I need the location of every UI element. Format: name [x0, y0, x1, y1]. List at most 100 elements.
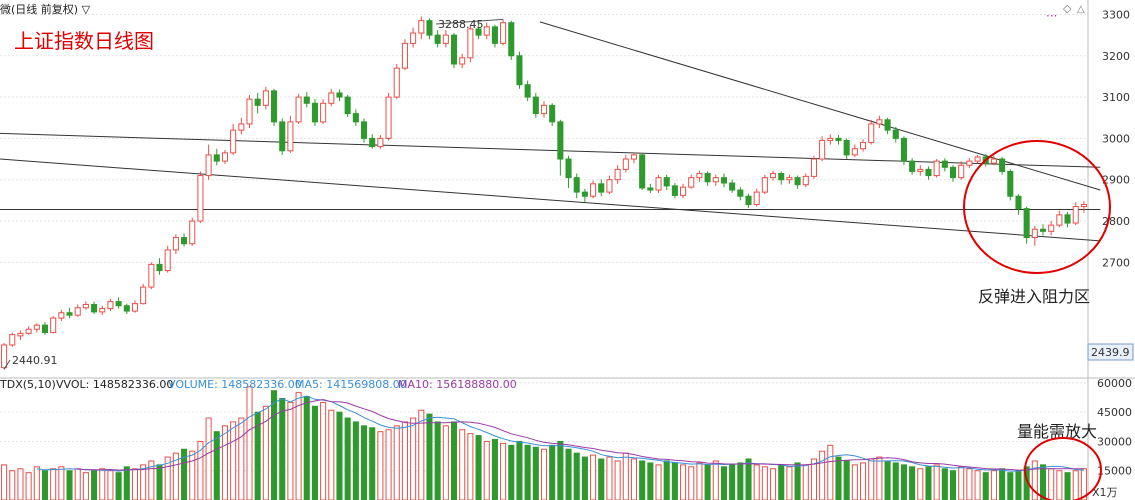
volume-bar-down — [524, 444, 531, 500]
volume-bar-down — [279, 397, 286, 500]
candle-up — [622, 158, 629, 170]
candle-up — [770, 173, 777, 179]
candle-down — [352, 113, 359, 123]
candle-down — [581, 191, 588, 197]
volume-bar-up — [819, 450, 826, 500]
candle-down — [704, 173, 711, 183]
candle-up — [590, 183, 597, 197]
candle-up — [1048, 224, 1055, 232]
volume-bar-up — [868, 458, 875, 500]
candle-up — [680, 186, 687, 196]
price-tick-label: 2700 — [1102, 256, 1130, 269]
ma5-line — [36, 395, 1084, 472]
volume-bar-up — [189, 450, 196, 500]
candle-down — [647, 187, 654, 191]
candle-up — [1031, 228, 1038, 239]
price-candles — [1, 16, 1087, 370]
volume-ma-lines — [36, 395, 1084, 472]
volume-bar-down — [720, 466, 728, 500]
volume-bar-down — [303, 396, 310, 500]
trend-lines — [0, 21, 1101, 242]
candle-up — [966, 160, 973, 166]
candle-up — [401, 42, 408, 69]
candle-down — [1007, 170, 1014, 197]
volume-bar-down — [1064, 472, 1071, 500]
volume-bar-up — [25, 472, 32, 500]
candle-up — [712, 177, 719, 183]
low-price-label: 2440.91 — [12, 354, 58, 367]
more-icon[interactable]: ··· — [1046, 9, 1057, 23]
collapse-icon[interactable]: △ — [1077, 4, 1085, 15]
price-tick-label: 3200 — [1102, 50, 1130, 63]
volume-bar-up — [1072, 470, 1079, 500]
volume-bar-up — [810, 458, 817, 500]
candle-up — [958, 164, 965, 179]
candle-down — [892, 129, 899, 139]
candle-up — [238, 123, 245, 131]
volume-bar-up — [917, 468, 924, 500]
volume-unit-label: X1万 — [1092, 486, 1118, 499]
volume-bar-up — [770, 468, 777, 500]
candle-up — [148, 263, 155, 288]
candle-down — [279, 121, 286, 152]
candle-down — [999, 158, 1006, 172]
volume-bar-down — [737, 462, 744, 500]
candle-down — [573, 177, 580, 193]
ma5-value: MA5: 141569808.00 — [295, 378, 407, 391]
candle-down — [213, 154, 220, 162]
candle-down — [303, 96, 310, 104]
volume-bar-up — [712, 460, 719, 500]
volume-bar-up — [140, 464, 147, 500]
candle-up — [58, 312, 65, 319]
candle-up — [696, 173, 703, 179]
candle-up — [33, 324, 40, 330]
volume-bar-up — [410, 417, 417, 500]
volume-bar-up — [622, 452, 629, 500]
candle-down — [115, 301, 122, 307]
volume-bar-down — [745, 458, 752, 500]
candle-down — [181, 237, 188, 245]
candle-up — [74, 307, 81, 316]
volume-bar-up — [958, 466, 965, 500]
volume-bar-down — [426, 413, 433, 500]
volume-bar-up — [540, 448, 548, 500]
candle-up — [1080, 203, 1087, 208]
volume-bar-up — [238, 417, 245, 500]
candle-down — [1015, 195, 1022, 210]
candle-up — [197, 175, 204, 222]
price-tick-label: 3300 — [1102, 8, 1130, 21]
volume-bar-up — [974, 470, 981, 500]
candle-down — [475, 28, 482, 36]
candle-down — [426, 20, 433, 36]
volume-bar-up — [590, 454, 597, 500]
candle-down — [729, 182, 736, 191]
candle-up — [99, 308, 106, 313]
pin-icon[interactable]: ◇ — [1063, 2, 1072, 15]
candle-up — [320, 102, 327, 123]
volume-bar-up — [328, 409, 335, 500]
volume-bar-up — [295, 392, 302, 500]
candle-down — [254, 98, 261, 106]
volume-bar-down — [352, 421, 359, 500]
candle-up — [753, 191, 760, 205]
volume-bar-up — [385, 429, 392, 500]
volume-bar-up — [401, 421, 408, 500]
resistance-annotation: 反弹进入阻力区 — [978, 287, 1090, 306]
volume-bar-down — [271, 390, 278, 500]
volume-bar-down — [949, 470, 957, 500]
volume-bar-down — [41, 470, 49, 500]
candle-down — [941, 160, 948, 168]
candle-down — [491, 26, 498, 44]
volume-bar-down — [794, 462, 801, 500]
volume-bar-down — [336, 411, 343, 500]
candle-up — [827, 137, 834, 141]
candle-down — [639, 154, 646, 189]
candle-up — [107, 301, 114, 310]
volume-bar-up — [230, 421, 237, 500]
volume-bars — [1, 386, 1087, 500]
volume-bar-up — [860, 462, 867, 500]
candle-up — [82, 303, 89, 309]
volume-bar-up — [696, 462, 703, 500]
volume-bar-up — [1056, 470, 1063, 500]
candle-up — [851, 148, 858, 156]
